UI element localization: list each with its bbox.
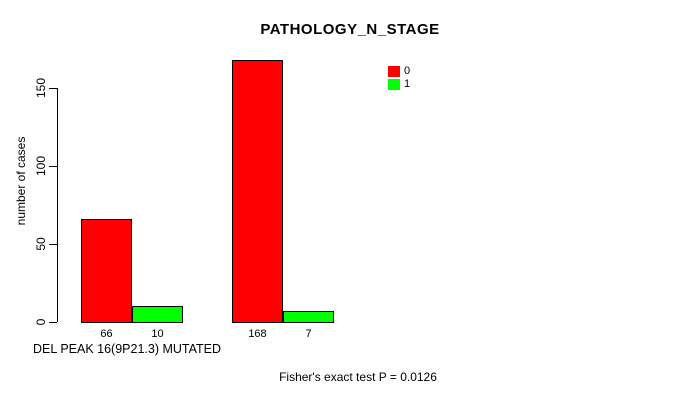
y-tick-mark xyxy=(49,322,57,323)
bar-group1-series-0 xyxy=(232,60,283,323)
bar-group0-series-0 xyxy=(81,219,132,323)
fisher-exact-test-note: Fisher's exact test P = 0.0126 xyxy=(279,370,437,384)
bar-group1-series-1 xyxy=(283,311,334,323)
bar-count-label: 7 xyxy=(305,328,312,340)
y-tick-mark xyxy=(49,166,57,167)
y-tick-label: 150 xyxy=(34,77,48,99)
bar-group0-series-1 xyxy=(132,306,183,323)
legend-item-0: 0 xyxy=(388,65,410,78)
y-tick-label: 0 xyxy=(34,318,48,326)
legend: 0 1 xyxy=(388,65,410,91)
y-tick-mark xyxy=(49,244,57,245)
y-tick-mark xyxy=(49,88,57,89)
x-axis-label: DEL PEAK 16(9P21.3) MUTATED xyxy=(33,342,222,356)
y-axis-label: number of cases xyxy=(14,136,28,226)
bar-count-label: 66 xyxy=(100,328,113,340)
chart-title: PATHOLOGY_N_STAGE xyxy=(260,21,440,38)
y-tick-label: 100 xyxy=(34,155,48,177)
bar-count-label: 168 xyxy=(248,328,267,340)
legend-label-1: 1 xyxy=(404,78,411,90)
y-tick-label: 50 xyxy=(34,237,48,251)
legend-label-0: 0 xyxy=(404,65,411,77)
y-axis-line xyxy=(57,88,58,322)
bar-count-label: 10 xyxy=(151,328,164,340)
legend-swatch-red-icon xyxy=(388,66,400,77)
legend-item-1: 1 xyxy=(388,78,410,91)
legend-swatch-green-icon xyxy=(388,79,400,90)
